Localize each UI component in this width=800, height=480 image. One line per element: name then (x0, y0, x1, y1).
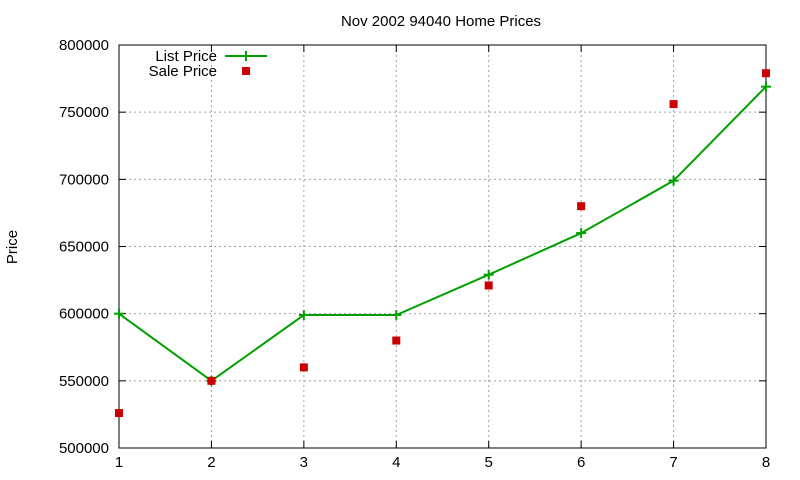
plot-frame (118, 44, 767, 449)
grid (119, 45, 766, 448)
x-tick-label: 6 (577, 454, 585, 471)
y-tick-labels: 500000 550000 600000 650000 700000 750000 8000… (59, 37, 109, 457)
data-point-sale-price (115, 409, 123, 418)
data-point-sale-price (669, 100, 678, 109)
data-point-list-price (761, 81, 771, 92)
series-line-list-price (118, 85, 767, 383)
legend-marker-list-price (241, 51, 251, 61)
series-layer (114, 69, 771, 418)
legend: List Price Sale Price (149, 48, 267, 80)
x-tick-label: 7 (669, 454, 677, 471)
data-point-list-price (391, 310, 402, 321)
y-tick-label: 750000 (59, 104, 109, 121)
chart-title: Nov 2002 94040 Home Prices (341, 13, 541, 30)
data-point-sale-price (299, 363, 308, 372)
series-sale-price (115, 69, 770, 418)
x-tick-label: 1 (115, 454, 123, 471)
data-point-list-price (298, 310, 309, 321)
data-point-sale-price (484, 281, 493, 290)
y-tick-label: 650000 (59, 239, 109, 256)
y-tick-label: 600000 (59, 306, 109, 323)
x-tick-label: 2 (207, 454, 215, 471)
legend-marker-sale-price (242, 67, 250, 75)
y-tick-label: 500000 (59, 440, 109, 457)
data-point-sale-price (207, 376, 216, 385)
y-tick-label: 700000 (59, 171, 109, 188)
series-list-price (114, 81, 771, 386)
y-tick-label: 550000 (59, 373, 109, 390)
y-axis-label: Price (4, 230, 21, 264)
data-point-sale-price (392, 336, 401, 345)
data-point-list-price (114, 308, 124, 319)
x-tick-label: 5 (485, 454, 493, 471)
data-point-sale-price (762, 69, 770, 78)
x-tick-label: 8 (762, 454, 770, 471)
x-tick-label: 4 (392, 454, 400, 471)
x-tick-label: 3 (300, 454, 308, 471)
y-tick-label: 800000 (59, 37, 109, 54)
data-point-list-price (576, 228, 587, 239)
axis-ticks (118, 44, 767, 449)
data-point-sale-price (577, 202, 586, 211)
x-tick-labels: 1 2 3 4 5 6 7 8 (115, 454, 770, 471)
data-point-list-price (668, 175, 679, 186)
legend-label-list-price: List Price (155, 48, 217, 65)
legend-label-sale-price: Sale Price (149, 63, 217, 80)
data-point-list-price (483, 269, 494, 280)
